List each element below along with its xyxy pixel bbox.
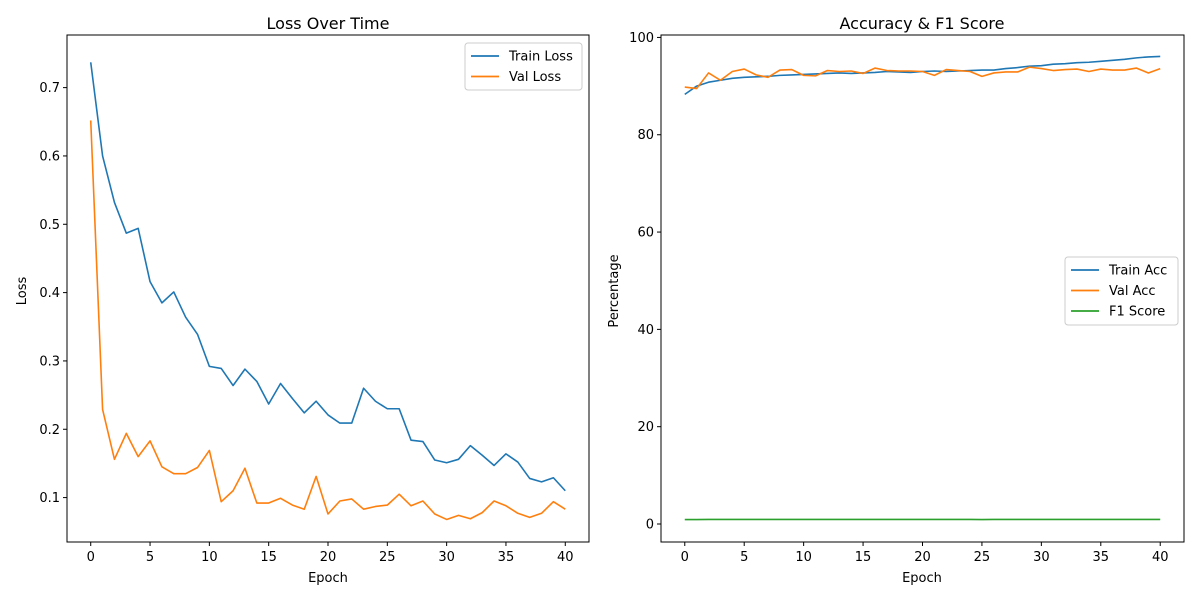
- accuracy-series-val-acc: [684, 66, 1161, 90]
- accuracy-chart-xlabel: Epoch: [902, 571, 942, 586]
- accuracy-chart-legend: Train Acc Val Acc F1 Score: [1064, 256, 1179, 326]
- accuracy-x-tick-label: 0: [681, 550, 689, 565]
- loss-x-tick-label: 20: [320, 550, 337, 565]
- accuracy-x-tick-label: 25: [974, 550, 991, 565]
- accuracy-legend-box: [1064, 256, 1179, 326]
- loss-legend-label-train-loss: Train Loss: [508, 50, 573, 65]
- loss-x-tick-label: 35: [498, 550, 515, 565]
- loss-chart-ticks: 0 5 10 15 20 25 30 35 40 0.1 0.2 0.3 0.4 0.5 0.6 0.7: [39, 81, 573, 565]
- loss-x-tick-label: 15: [260, 550, 277, 565]
- loss-y-tick-label: 0.2: [39, 423, 60, 438]
- loss-chart-lines: [89, 62, 566, 521]
- loss-y-tick-label: 0.6: [39, 149, 60, 164]
- accuracy-chart-frame: [660, 34, 1185, 543]
- loss-y-tick-label: 0.3: [39, 354, 60, 369]
- accuracy-x-tick-label: 40: [1152, 550, 1169, 565]
- accuracy-legend-label-val-acc: Val Acc: [1109, 284, 1156, 299]
- loss-chart: Loss Over Time Epoch Loss 0 5 10 15 20 25 30 35…: [15, 14, 590, 586]
- loss-x-tick-label: 30: [438, 550, 455, 565]
- accuracy-y-tick-label: 60: [637, 226, 654, 241]
- loss-chart-xlabel: Epoch: [308, 571, 348, 586]
- loss-legend-box: [464, 42, 583, 91]
- accuracy-x-tick-label: 35: [1093, 550, 1110, 565]
- accuracy-x-tick-label: 15: [855, 550, 872, 565]
- loss-x-tick-label: 40: [557, 550, 574, 565]
- accuracy-chart: Accuracy & F1 Score Epoch Percentage 0 5 1…: [607, 14, 1185, 586]
- accuracy-chart-lines: [684, 55, 1161, 521]
- loss-y-tick-label: 0.5: [39, 218, 60, 233]
- accuracy-y-tick-label: 20: [637, 420, 654, 435]
- accuracy-x-tick-label: 30: [1033, 550, 1050, 565]
- accuracy-legend-label-train-acc: Train Acc: [1108, 264, 1167, 279]
- loss-series-train-loss: [89, 62, 566, 492]
- loss-y-tick-label: 0.4: [39, 286, 60, 301]
- accuracy-y-tick-label: 40: [637, 323, 654, 338]
- accuracy-x-tick-label: 20: [914, 550, 931, 565]
- accuracy-y-tick-label: 100: [629, 31, 654, 46]
- accuracy-chart-ticks: 0 5 10 15 20 25 30 35 40 0 20 40 60 80 100: [629, 31, 1168, 565]
- accuracy-legend-label-f1-score: F1 Score: [1109, 305, 1165, 320]
- loss-chart-ylabel: Loss: [15, 277, 30, 306]
- loss-x-tick-label: 5: [146, 550, 154, 565]
- accuracy-chart-title: Accuracy & F1 Score: [840, 14, 1005, 33]
- accuracy-chart-ylabel: Percentage: [607, 254, 622, 327]
- loss-x-tick-label: 0: [87, 550, 95, 565]
- accuracy-x-tick-label: 5: [740, 550, 748, 565]
- loss-y-tick-label: 0.7: [39, 81, 60, 96]
- loss-x-tick-label: 25: [379, 550, 396, 565]
- loss-y-tick-label: 0.1: [39, 491, 60, 506]
- accuracy-x-tick-label: 10: [795, 550, 812, 565]
- loss-x-tick-label: 10: [201, 550, 218, 565]
- loss-series-val-loss: [89, 120, 566, 521]
- loss-chart-legend: Train Loss Val Loss: [464, 42, 583, 91]
- accuracy-y-tick-label: 0: [646, 517, 654, 532]
- loss-legend-label-val-loss: Val Loss: [509, 70, 561, 85]
- loss-chart-title: Loss Over Time: [267, 14, 390, 33]
- accuracy-y-tick-label: 80: [637, 128, 654, 143]
- loss-chart-frame: [66, 34, 590, 543]
